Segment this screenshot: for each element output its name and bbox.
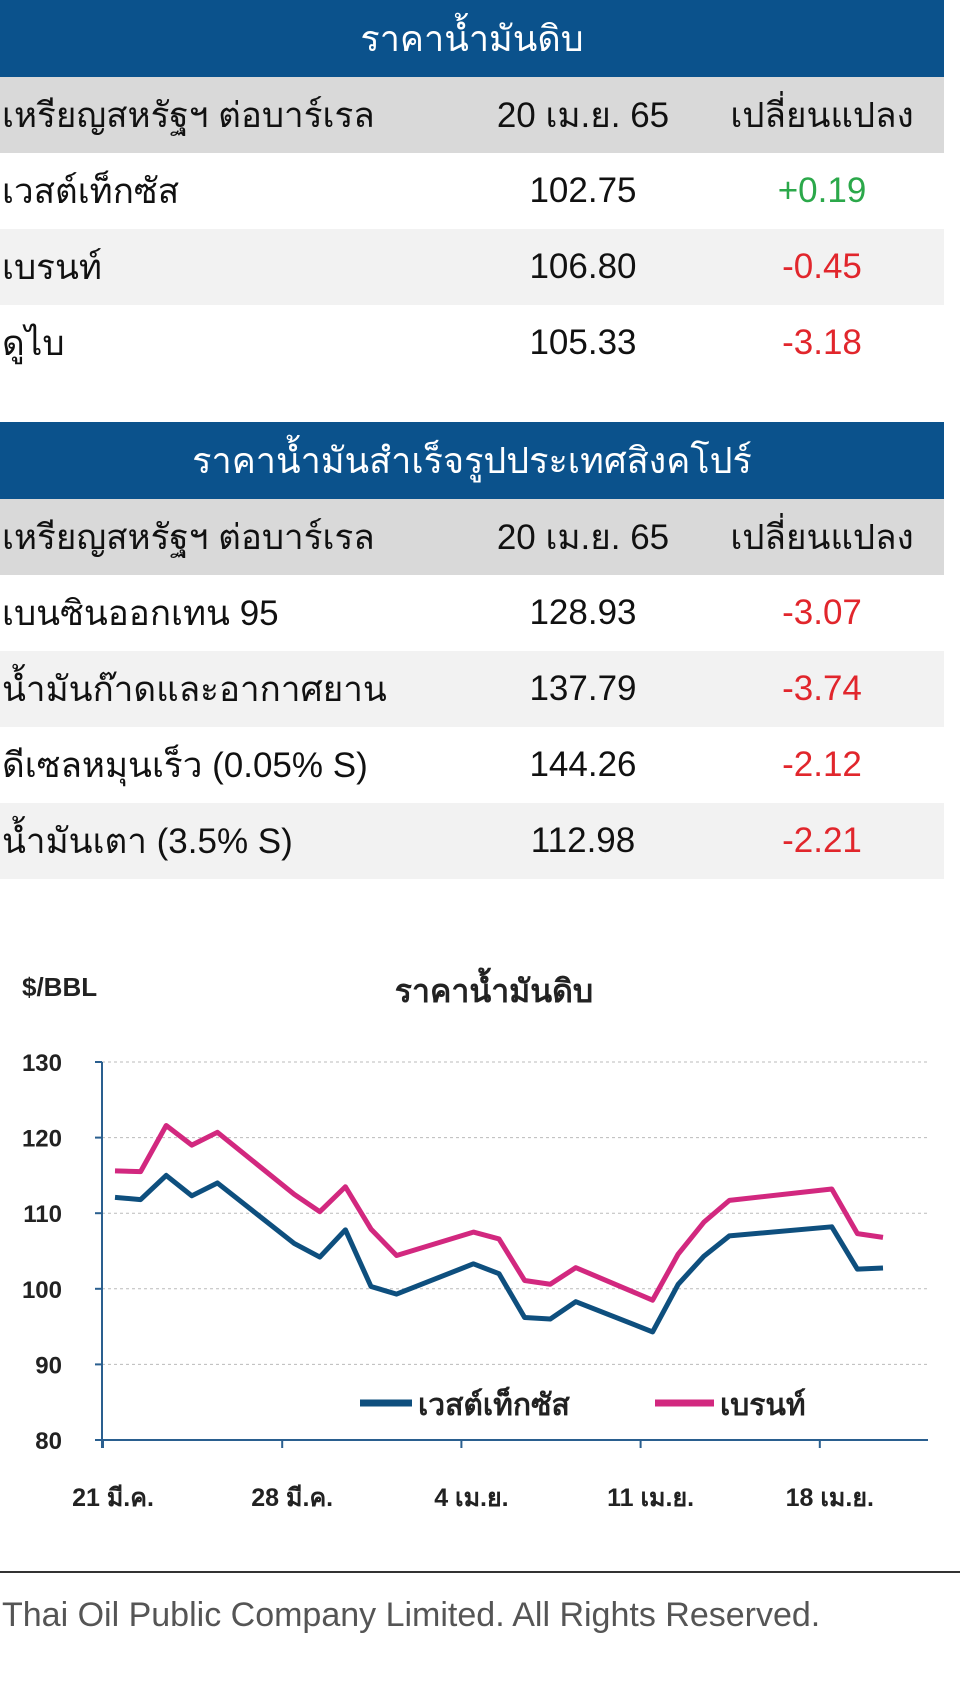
table-row: เวสต์เท็กซัส 102.75 +0.19 xyxy=(0,153,944,229)
y-tick-label: 120 xyxy=(22,1126,62,1153)
product-name: ดูไบ xyxy=(2,323,65,363)
chart-title: ราคาน้ำมันดิบ xyxy=(395,967,593,1009)
price: 102.75 xyxy=(529,171,637,210)
product-name: เบรนท์ xyxy=(2,247,102,287)
table-row: น้ำมันก๊าดและอากาศยาน 137.79 -3.74 xyxy=(0,651,944,727)
refined-oil-table: ราคาน้ำมันสำเร็จรูปประเทศสิงคโปร์ เหรียญ… xyxy=(0,422,944,879)
change: -2.12 xyxy=(782,745,862,784)
price: 105.33 xyxy=(529,323,637,362)
table-row: เบรนท์ 106.80 -0.45 xyxy=(0,229,944,305)
change: -0.45 xyxy=(782,247,862,286)
series-line-0 xyxy=(114,1172,884,1335)
refined-table-title: ราคาน้ำมันสำเร็จรูปประเทศสิงคโปร์ xyxy=(0,422,944,499)
price: 137.79 xyxy=(529,669,637,708)
crude-price-chart: $/BBL ราคาน้ำมันดิบ 80 90 100 110 120 130 21 ม… xyxy=(22,967,928,1512)
y-axis-label: $/BBL xyxy=(22,972,97,1002)
table-row: ดีเซลหมุนเร็ว (0.05% S) 144.26 -2.12 xyxy=(0,727,944,803)
col-change: เปลี่ยนแปลง xyxy=(730,517,914,557)
change: -2.21 xyxy=(782,821,862,860)
crude-table-title: ราคาน้ำมันดิบ xyxy=(0,0,944,77)
change: +0.19 xyxy=(777,171,867,210)
y-tick-label: 80 xyxy=(35,1428,62,1455)
table-row: น้ำมันเตา (3.5% S) 112.98 -2.21 xyxy=(0,803,944,879)
x-tick-label: 21 มี.ค. xyxy=(72,1484,154,1512)
x-tick-label: 28 มี.ค. xyxy=(251,1484,333,1512)
col-unit: เหรียญสหรัฐฯ ต่อบาร์เรล xyxy=(2,517,375,557)
y-tick-label: 90 xyxy=(35,1352,62,1379)
col-change: เปลี่ยนแปลง xyxy=(730,95,914,135)
legend-label: เบรนท์ xyxy=(720,1388,806,1422)
x-tick-label: 18 เม.ย. xyxy=(786,1484,874,1512)
col-date: 20 เม.ย. 65 xyxy=(496,517,670,557)
y-tick-label: 130 xyxy=(22,1050,62,1077)
product-name: น้ำมันก๊าดและอากาศยาน xyxy=(2,669,387,709)
table-row: เบนซินออกเทน 95 128.93 -3.07 xyxy=(0,575,944,651)
crude-oil-table: ราคาน้ำมันดิบ เหรียญสหรัฐฯ ต่อบาร์เรล 20… xyxy=(0,0,944,381)
product-name: ดีเซลหมุนเร็ว (0.05% S) xyxy=(2,745,368,785)
col-unit: เหรียญสหรัฐฯ ต่อบาร์เรล xyxy=(2,95,375,135)
col-date: 20 เม.ย. 65 xyxy=(496,95,670,135)
product-name: น้ำมันเตา (3.5% S) xyxy=(2,821,293,861)
change: -3.07 xyxy=(782,593,862,632)
x-tick-label: 4 เม.ย. xyxy=(434,1484,508,1512)
price: 128.93 xyxy=(529,593,637,632)
x-tick-label: 11 เม.ย. xyxy=(607,1484,694,1512)
series-line-1 xyxy=(114,1123,884,1303)
product-name: เวสต์เท็กซัส xyxy=(2,171,180,211)
price: 112.98 xyxy=(530,821,636,860)
refined-table-header: เหรียญสหรัฐฯ ต่อบาร์เรล 20 เม.ย. 65 เปลี… xyxy=(0,499,944,575)
legend-label: เวสต์เท็กซัส xyxy=(418,1386,570,1422)
crude-table-header: เหรียญสหรัฐฯ ต่อบาร์เรล 20 เม.ย. 65 เปลี… xyxy=(0,77,944,153)
price: 144.26 xyxy=(529,745,637,784)
copyright: Thai Oil Public Company Limited. All Rig… xyxy=(2,1596,821,1634)
change: -3.74 xyxy=(782,669,862,708)
y-tick-label: 100 xyxy=(22,1277,62,1304)
price: 106.80 xyxy=(529,247,637,286)
footer-divider xyxy=(0,1571,960,1573)
y-tick-label: 110 xyxy=(23,1201,62,1228)
product-name: เบนซินออกเทน 95 xyxy=(2,593,279,633)
table-row: ดูไบ 105.33 -3.18 xyxy=(0,305,944,381)
change: -3.18 xyxy=(782,323,862,362)
